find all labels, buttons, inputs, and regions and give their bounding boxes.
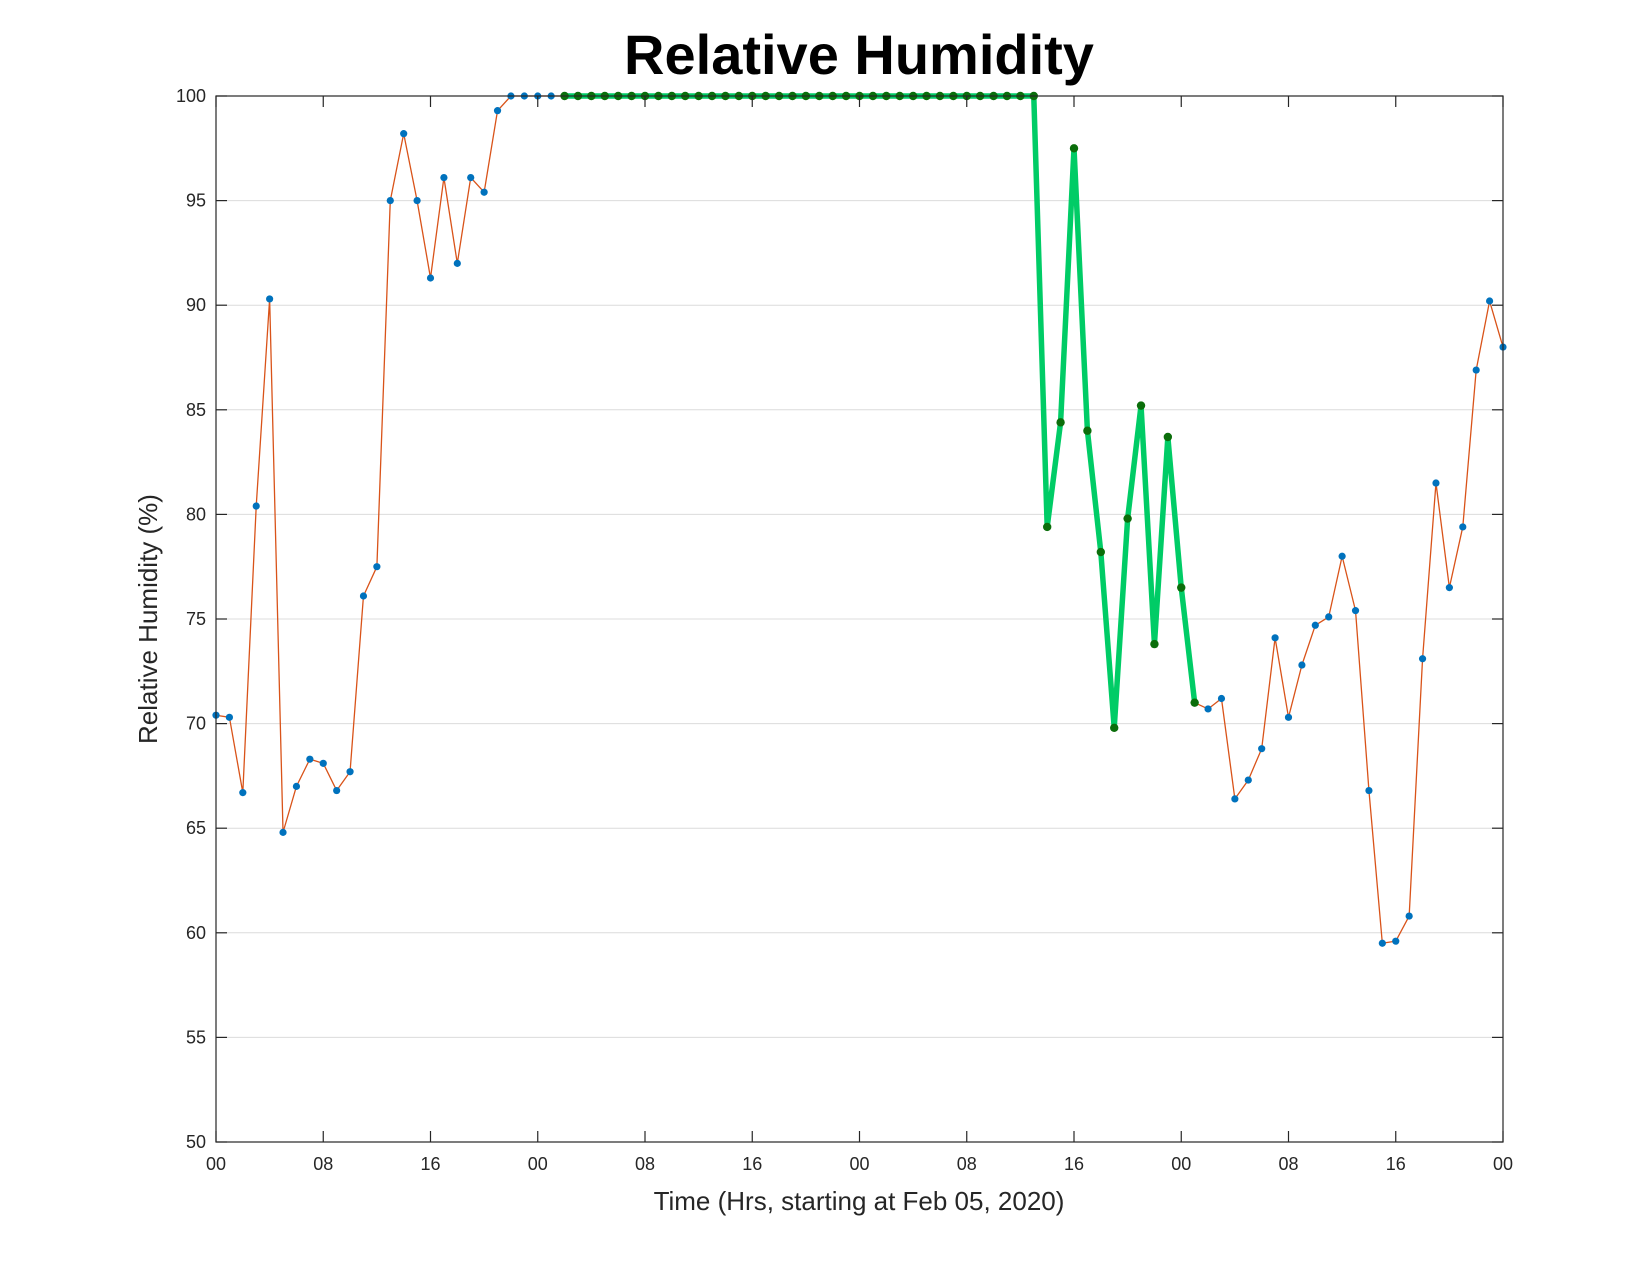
data-point <box>346 768 354 776</box>
data-point <box>1351 607 1360 615</box>
x-tick-label: 00 <box>849 1154 869 1174</box>
data-point <box>1485 297 1494 305</box>
data-point <box>1459 523 1467 531</box>
x-tick-label: 08 <box>957 1154 977 1174</box>
data-point <box>1298 661 1306 669</box>
data-point <box>1217 694 1226 703</box>
x-tick-label: 00 <box>528 1154 548 1174</box>
highlighted-data-point <box>1190 698 1199 707</box>
data-point <box>1418 655 1427 663</box>
y-tick-label: 60 <box>186 923 206 943</box>
data-point <box>480 188 488 196</box>
y-tick-label: 80 <box>186 504 206 524</box>
data-point <box>1405 912 1413 920</box>
y-tick-label: 55 <box>186 1027 206 1047</box>
data-point <box>1325 613 1333 621</box>
data-point <box>306 755 314 763</box>
y-tick-label: 50 <box>186 1132 206 1152</box>
y-tick-label: 85 <box>186 400 206 420</box>
x-tick-label: 16 <box>420 1154 440 1174</box>
highlighted-data-point <box>1150 639 1159 649</box>
data-point <box>386 197 394 205</box>
x-tick-label: 08 <box>1278 1154 1298 1174</box>
highlighted-data-point <box>1136 401 1146 410</box>
y-tick-label: 70 <box>186 714 206 734</box>
axis-tick-labels: 50 55 60 65 70 75 80 85 90 95 100 00 08 16 00 08 16 00 08 1… <box>176 86 1513 1174</box>
data-point <box>239 789 247 797</box>
data-point <box>1338 552 1346 560</box>
chart-title: Relative Humidity <box>624 23 1094 86</box>
x-tick-label: 16 <box>1386 1154 1406 1174</box>
data-point <box>1392 937 1400 945</box>
data-point <box>319 759 327 767</box>
y-tick-label: 90 <box>186 295 206 315</box>
data-point <box>1271 634 1279 642</box>
data-point <box>413 197 421 205</box>
data-point <box>493 107 502 115</box>
highlighted-data-point <box>1110 723 1119 732</box>
data-point <box>1284 713 1293 721</box>
data-point <box>359 592 368 600</box>
x-tick-label: 16 <box>742 1154 762 1174</box>
highlighted-data-point <box>1083 426 1092 435</box>
x-tick-label: 00 <box>1493 1154 1513 1174</box>
data-point <box>279 828 287 836</box>
x-tick-label: 16 <box>1064 1154 1084 1174</box>
data-point <box>266 295 274 303</box>
data-point <box>440 173 448 182</box>
data-point <box>1472 366 1480 374</box>
highlighted-data-point <box>1123 514 1132 523</box>
highlighted-data-point <box>1096 547 1106 557</box>
x-tick-label: 00 <box>1171 1154 1191 1174</box>
data-point <box>400 130 408 138</box>
highlighted-data-point <box>1056 418 1065 427</box>
x-tick-label: 08 <box>313 1154 333 1174</box>
data-point <box>373 563 381 571</box>
grid-lines <box>216 200 1503 1038</box>
data-point <box>453 259 461 267</box>
data-point <box>252 502 260 510</box>
y-tick-label: 95 <box>186 191 206 211</box>
highlighted-data-point <box>1177 583 1186 592</box>
y-tick-label: 100 <box>176 86 206 106</box>
y-tick-label: 75 <box>186 609 206 629</box>
data-point <box>426 274 435 282</box>
data-point <box>1204 705 1212 713</box>
highlighted-data-point <box>1042 522 1052 532</box>
data-point <box>333 786 341 795</box>
data-point <box>225 713 234 721</box>
data-point <box>1231 795 1239 803</box>
data-point <box>292 782 301 790</box>
x-tick-label: 00 <box>206 1154 226 1174</box>
axis-ticks <box>215 95 1504 1143</box>
highlighted-data-point <box>1163 432 1173 442</box>
x-axis-label: Time (Hrs, starting at Feb 05, 2020) <box>654 1186 1065 1216</box>
y-axis-label: Relative Humidity (%) <box>133 494 163 744</box>
data-point <box>1378 939 1386 947</box>
data-point <box>1311 621 1319 629</box>
data-point <box>1244 776 1252 784</box>
highlighted-data-point <box>1069 144 1079 153</box>
data-point <box>1432 479 1440 487</box>
data-point <box>467 173 475 182</box>
data-point <box>1365 786 1373 795</box>
data-point <box>1258 745 1266 753</box>
y-tick-label: 65 <box>186 818 206 838</box>
x-tick-label: 08 <box>635 1154 655 1174</box>
data-point <box>1445 584 1453 592</box>
